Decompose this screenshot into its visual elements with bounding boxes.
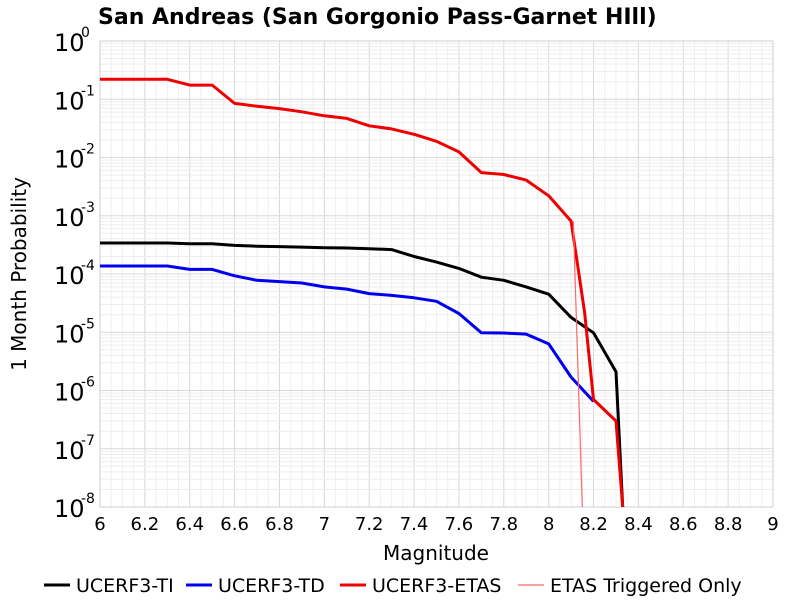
y-tick-exponent: -8	[81, 491, 95, 507]
x-tick-label: 8	[543, 514, 554, 535]
y-tick-label: 10-4	[54, 258, 95, 290]
y-tick-base: 10	[54, 146, 85, 174]
x-tick-label: 6.8	[265, 514, 294, 535]
y-tick-label: 10-8	[54, 491, 95, 523]
series-line-ucerf3-ti	[100, 241, 625, 508]
y-tick-label: 10-7	[54, 433, 95, 465]
y-tick-base: 10	[54, 29, 85, 57]
y-tick-label: 10-5	[54, 316, 95, 348]
y-tick-exponent: -5	[81, 316, 95, 332]
y-tick-label: 10-1	[54, 83, 95, 115]
y-tick-exponent: -3	[81, 200, 95, 216]
x-tick-label: 8.8	[714, 514, 743, 535]
chart-title: San Andreas (San Gorgonio Pass-Garnet HI…	[98, 5, 657, 30]
x-tick-label: 7	[319, 514, 330, 535]
plot-frame	[99, 40, 774, 508]
y-tick-exponent: -6	[81, 375, 95, 391]
x-axis-label: Magnitude	[383, 541, 489, 565]
y-tick-label: 10-6	[54, 375, 95, 407]
y-tick-base: 10	[54, 320, 85, 348]
grid	[99, 41, 774, 508]
y-axis-label: 1 Month Probability	[7, 177, 31, 371]
x-tick-label: 6.6	[220, 514, 249, 535]
x-tick-label: 7.4	[400, 514, 429, 535]
x-tick-label: 7.2	[355, 514, 384, 535]
legend-item: UCERF3-TI	[44, 575, 174, 597]
y-tick-exponent: -7	[81, 433, 95, 449]
series-line-etas-triggered-only	[572, 221, 583, 508]
x-tick-label: 8.4	[624, 514, 653, 535]
legend-label: UCERF3-ETAS	[372, 575, 501, 597]
y-tick-base: 10	[54, 87, 85, 115]
x-tick-label: 8.6	[669, 514, 698, 535]
legend-label: ETAS Triggered Only	[550, 575, 742, 597]
y-tick-exponent: 0	[81, 25, 90, 41]
y-tick-base: 10	[54, 437, 85, 465]
y-tick-exponent: -2	[81, 142, 95, 158]
x-tick-label: 8.2	[579, 514, 608, 535]
y-tick-label: 100	[54, 25, 90, 57]
legend-item: UCERF3-ETAS	[340, 575, 501, 597]
legend-item: ETAS Triggered Only	[518, 575, 742, 597]
series-layer	[100, 77, 625, 508]
x-tick-label: 6	[94, 514, 105, 535]
legend: UCERF3-TI UCERF3-TD UCERF3-ETAS ETAS Trigge…	[44, 575, 742, 597]
y-tick-base: 10	[54, 262, 85, 290]
y-tick-label: 10-3	[54, 200, 95, 232]
x-tick-label: 9	[767, 514, 778, 535]
x-tick-label: 6.4	[175, 514, 204, 535]
y-tick-base: 10	[54, 495, 85, 523]
x-tick-label: 6.2	[131, 514, 160, 535]
series-line-ucerf3-etas	[100, 77, 625, 508]
legend-label: UCERF3-TD	[218, 575, 325, 597]
y-tick-exponent: -1	[81, 83, 95, 99]
legend-item: UCERF3-TD	[186, 575, 325, 597]
x-tick-label: 7.6	[445, 514, 474, 535]
y-tick-base: 10	[54, 204, 85, 232]
x-tick-label: 7.8	[489, 514, 518, 535]
y-tick-base: 10	[54, 379, 85, 407]
y-tick-exponent: -4	[81, 258, 95, 274]
y-tick-label: 10-2	[54, 142, 95, 174]
legend-label: UCERF3-TI	[76, 575, 174, 597]
x-tick-labels: 6 6.2 6.4 6.6 6.8 7 7.2 7.4 7.6 7.8 8 8.2 8.4 8.6 8.8 9	[94, 514, 778, 535]
series-line-ucerf3-td	[100, 264, 595, 403]
